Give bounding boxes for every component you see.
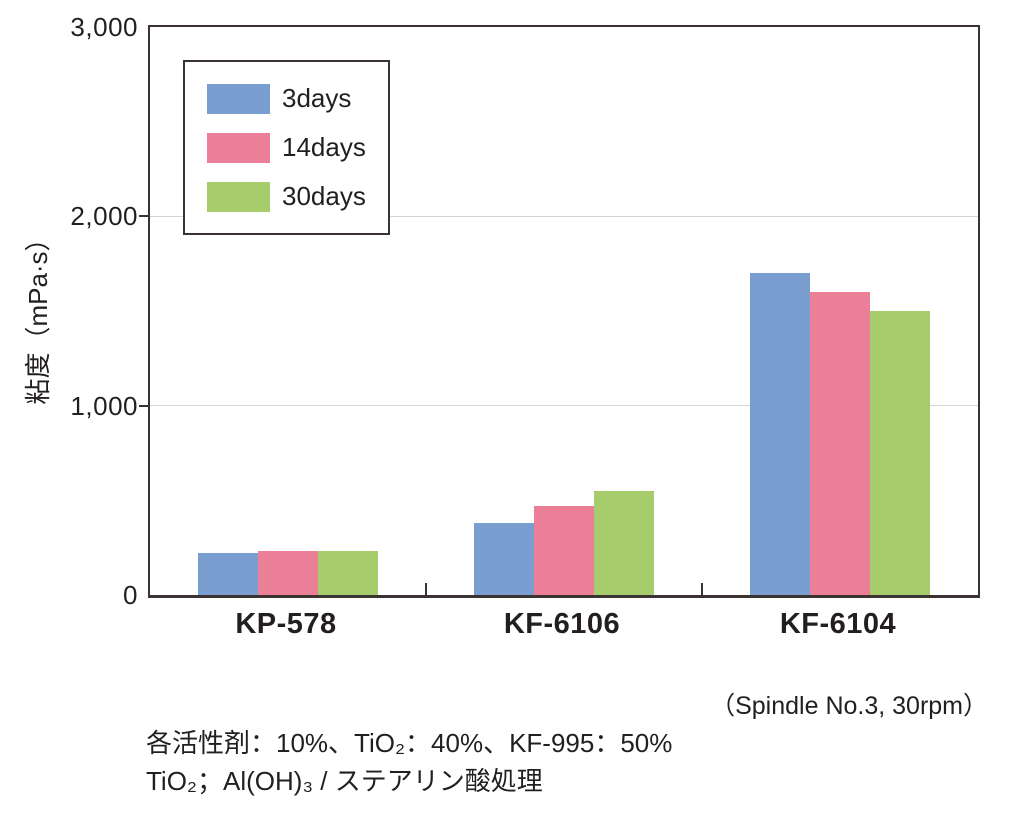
legend-swatch-3days (207, 83, 270, 114)
gridline-1000 (150, 405, 978, 407)
y-tick-label-3000: 3,000 (70, 12, 138, 42)
bar-14days-KF-6106 (534, 506, 594, 595)
y-tick-label-2000: 2,000 (70, 201, 138, 232)
legend-label-30days: 30days (282, 181, 366, 211)
footnote-line-1: 各活性剤：10%、TiO₂：40%、KF-995：50% (146, 728, 673, 758)
x-tick-label-KF-6104: KF-6104 (779, 608, 897, 640)
bar-group-KF-6106 (426, 491, 702, 595)
footnote-line-2: TiO₂；Al(OH)₃ / ステアリン酸処理 (146, 766, 543, 796)
bar-30days-KP-578 (318, 551, 378, 595)
y-tick-label-0: 0 (123, 580, 138, 610)
x-boundary-tick-2 (701, 583, 703, 595)
footnote: 各活性剤：10%、TiO₂：40%、KF-995：50% TiO₂；Al(OH)… (146, 724, 672, 800)
y-tick-mark-1000 (139, 404, 148, 407)
legend-swatch-30days (207, 181, 270, 212)
y-tick-label-1000: 1,000 (70, 390, 138, 421)
bar-14days-KF-6104 (810, 292, 870, 595)
bar-30days-KF-6104 (870, 311, 930, 595)
legend-items: 3days 14days 30days (207, 83, 366, 212)
legend: 3days 14days 30days (183, 60, 390, 235)
spindle-note: （Spindle No.3, 30rpm） (710, 692, 988, 720)
plot-area: 3days 14days 30days (148, 25, 980, 598)
legend-item-14days: 14days (207, 132, 366, 163)
bar-3days-KF-6104 (750, 273, 810, 595)
legend-swatch-14days (207, 132, 270, 163)
bar-group-KF-6104 (702, 273, 978, 595)
gridline-2000 (150, 215, 978, 217)
bar-3days-KP-578 (198, 553, 258, 595)
legend-item-30days: 30days (207, 181, 366, 212)
y-tick-mark-2000 (139, 215, 148, 218)
bar-3days-KF-6106 (474, 523, 534, 595)
legend-label-3days: 3days (282, 83, 352, 113)
bar-group-KP-578 (150, 551, 426, 595)
x-tick-label-KF-6106: KF-6106 (503, 608, 621, 640)
bar-30days-KF-6106 (594, 491, 654, 595)
legend-item-3days: 3days (207, 83, 366, 114)
legend-label-14days: 14days (282, 132, 366, 162)
x-tick-label-KP-578: KP-578 (235, 608, 337, 640)
bar-14days-KP-578 (258, 551, 318, 595)
x-boundary-tick-1 (425, 583, 427, 595)
